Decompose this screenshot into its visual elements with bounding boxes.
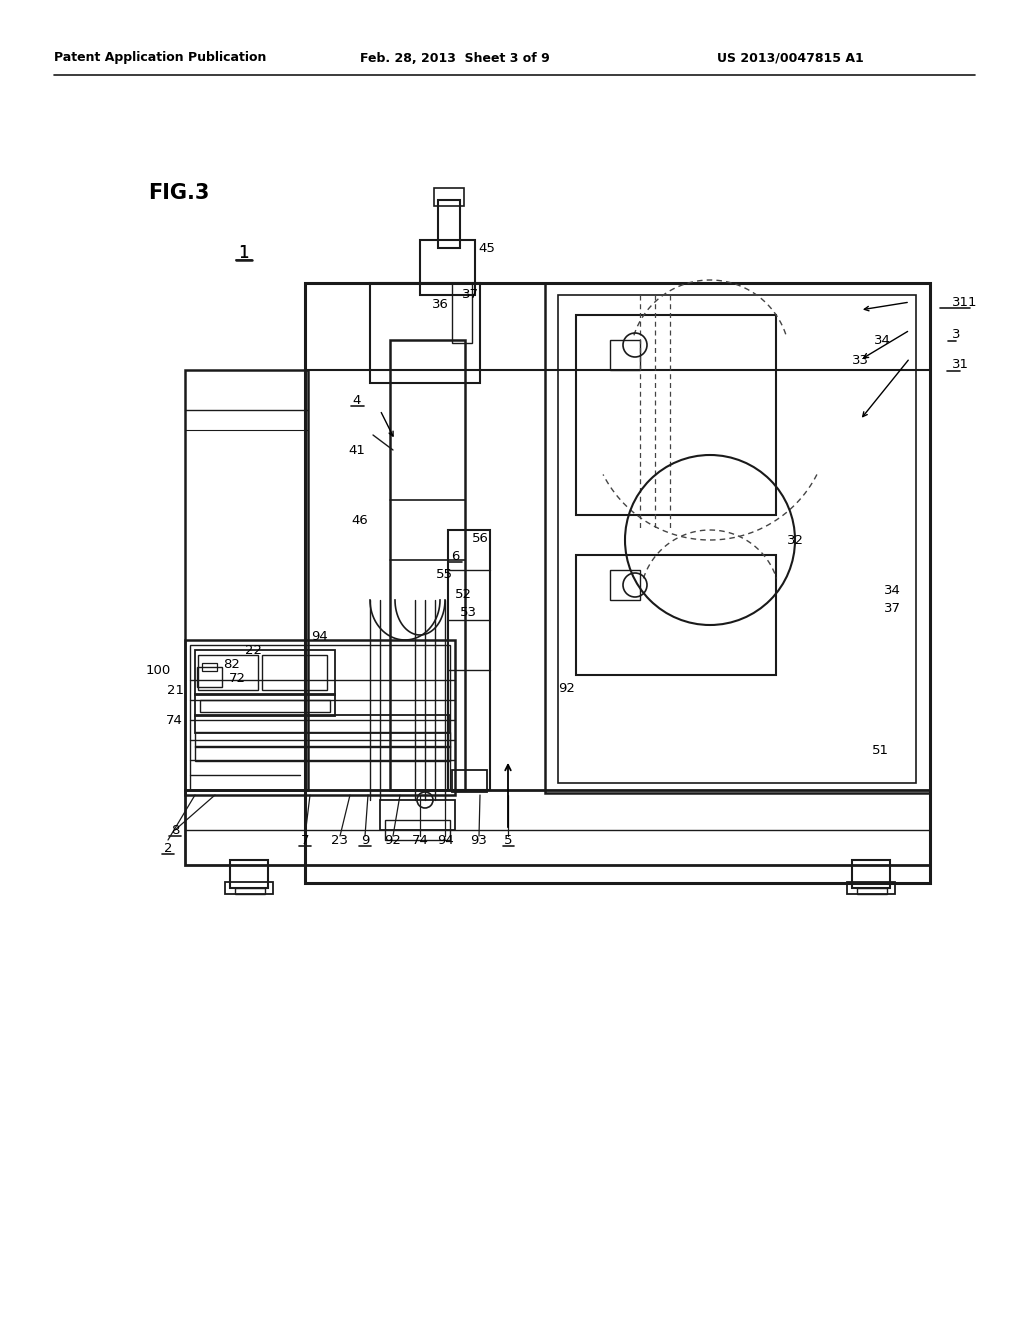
Text: 4: 4 [353,393,361,407]
Bar [198,655,258,690]
Text: 100: 100 [145,664,171,676]
Bar [197,667,222,686]
Text: 1: 1 [238,244,248,261]
Text: 21: 21 [167,684,183,697]
Bar [545,282,930,793]
Text: 37: 37 [884,602,900,615]
Bar [852,861,890,888]
Bar [449,531,490,789]
Bar [857,888,887,894]
Text: Patent Application Publication: Patent Application Publication [54,51,266,65]
Text: 7: 7 [301,833,309,846]
Bar [230,861,268,888]
Text: 92: 92 [558,681,575,694]
Bar [190,645,450,789]
Text: 37: 37 [462,289,478,301]
Text: 34: 34 [884,583,900,597]
Text: 92: 92 [385,833,401,846]
Bar [420,240,475,294]
Bar [370,282,480,383]
Text: 2: 2 [164,842,172,854]
Text: 33: 33 [852,354,868,367]
Bar [380,800,455,830]
Bar [385,820,450,840]
Text: 41: 41 [348,444,366,457]
Bar [575,315,776,515]
Bar [558,294,916,783]
Bar [452,770,487,792]
Text: 52: 52 [455,589,471,602]
Text: 311: 311 [952,296,978,309]
Text: 56: 56 [472,532,488,544]
Bar [195,649,335,696]
Text: 36: 36 [431,298,449,312]
Text: 9: 9 [360,833,370,846]
Text: 8: 8 [171,824,179,837]
Bar [185,370,308,789]
Text: 55: 55 [435,569,453,582]
Text: US 2013/0047815 A1: US 2013/0047815 A1 [717,51,863,65]
Text: 72: 72 [228,672,246,685]
Bar [195,694,335,715]
Text: 82: 82 [223,659,241,672]
Bar [305,282,930,883]
Bar [200,700,330,711]
Bar [610,570,640,601]
Text: 46: 46 [351,513,369,527]
Text: 45: 45 [478,242,496,255]
Text: 93: 93 [471,833,487,846]
Bar [195,733,450,747]
Bar [575,554,776,675]
Text: 74: 74 [412,833,428,846]
Text: 34: 34 [873,334,891,346]
Text: 31: 31 [952,359,969,371]
Bar [195,746,450,762]
Text: 94: 94 [311,631,329,644]
Bar [262,655,327,690]
Text: 5: 5 [504,833,512,846]
Text: 32: 32 [786,533,804,546]
Bar [610,341,640,370]
Bar [390,341,465,789]
Text: 74: 74 [166,714,182,726]
Text: FIG.3: FIG.3 [148,183,209,203]
Bar [438,201,460,248]
Text: 3: 3 [952,329,961,342]
Bar [847,882,895,894]
Text: 53: 53 [460,606,476,619]
Text: 23: 23 [332,833,348,846]
Bar [452,282,472,343]
Text: 1: 1 [238,244,248,261]
Bar [202,663,217,671]
Bar [185,640,455,795]
Bar [195,715,450,733]
Text: 6: 6 [451,549,459,562]
Bar [234,888,265,894]
Text: 94: 94 [436,833,454,846]
Bar [185,789,930,865]
Bar [434,187,464,206]
Bar [225,882,273,894]
Text: Feb. 28, 2013  Sheet 3 of 9: Feb. 28, 2013 Sheet 3 of 9 [360,51,550,65]
Text: 51: 51 [871,743,889,756]
Text: 22: 22 [245,644,261,656]
